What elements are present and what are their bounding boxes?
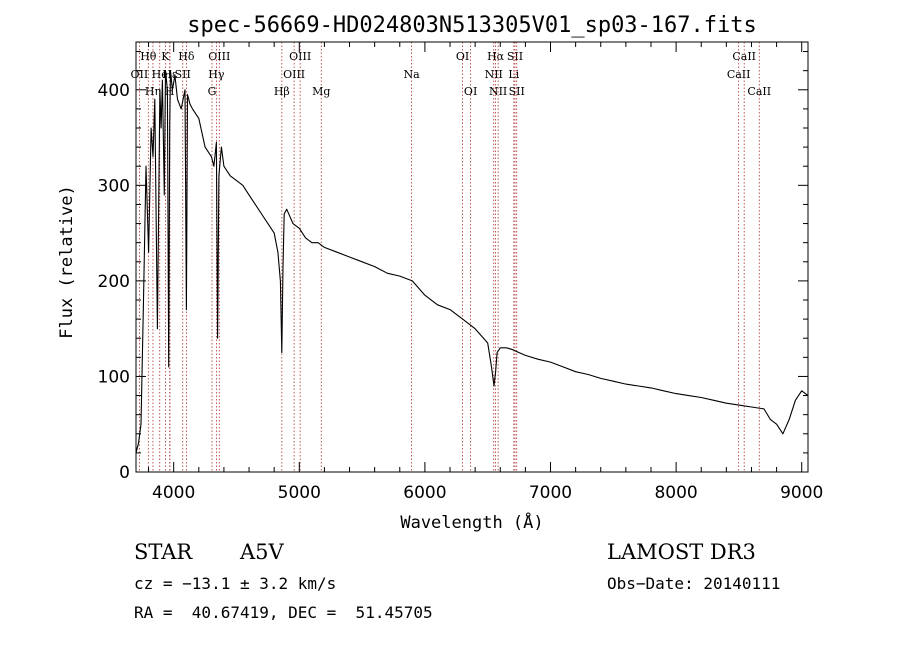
line-label-15: Mg: [312, 85, 330, 98]
line-label-7: Hδ: [178, 50, 195, 63]
chart-title: spec-56669-HD024803N513305V01_sp03-167.f…: [187, 13, 757, 38]
x-axis-label: Wavelength (Å): [400, 511, 543, 533]
observation-date: Obs−Date: 20140111: [607, 574, 781, 593]
line-label-20: NII: [485, 68, 503, 81]
x-axis: 4000 5000 6000 7000 8000 9000: [148, 42, 823, 503]
redshift-readout: cz = −13.1 ± 3.2 km/s: [134, 574, 337, 593]
line-label-12: Hβ: [274, 85, 290, 98]
line-label-17: OI: [456, 50, 469, 63]
line-label-13: OIII: [289, 50, 311, 63]
x-tick-label-3: 7000: [529, 483, 572, 503]
spectral-class: A5V: [240, 540, 284, 564]
line-label-25: CaII: [732, 50, 756, 63]
line-label-11: G: [208, 85, 217, 98]
line-label-23: Li: [508, 68, 519, 81]
line-label-3: He: [152, 68, 168, 81]
y-tick-label-1: 100: [98, 367, 130, 387]
spectrum-line: [135, 70, 809, 454]
x-tick-label-1: 5000: [278, 483, 321, 503]
line-label-27: CaII: [747, 85, 771, 98]
line-label-21: NII: [489, 85, 507, 98]
y-tick-label-2: 200: [98, 272, 130, 292]
line-label-26: CaII: [727, 68, 751, 81]
coordinates-readout: RA = 40.67419, DEC = 51.45705: [134, 603, 433, 622]
line-label-16: Na: [403, 68, 420, 81]
x-tick-label-5: 9000: [780, 483, 823, 503]
y-tick-label-4: 400: [98, 81, 130, 101]
line-label-22: SII: [507, 50, 523, 63]
y-tick-label-3: 300: [98, 176, 130, 196]
line-label-14: OIII: [283, 68, 305, 81]
line-label-18: OI: [464, 85, 477, 98]
y-tick-label-0: 0: [119, 463, 130, 483]
x-tick-label-4: 8000: [654, 483, 697, 503]
line-label-0: Hθ: [140, 50, 157, 63]
x-tick-label-0: 4000: [152, 483, 195, 503]
line-label-10: Hγ: [208, 68, 225, 81]
y-axis-label: Flux (relative): [57, 185, 77, 339]
y-axis: 0 100 200 300 400: [98, 51, 808, 483]
line-label-19: Hα: [487, 50, 505, 63]
line-markers: HθOIIHηHeKHHεHδSIIOIIIHγGHβOIIIOIIIMgNaO…: [131, 42, 771, 472]
line-label-1: OII: [131, 68, 149, 81]
line-label-8: SII: [175, 68, 191, 81]
line-label-9: OIII: [208, 50, 230, 63]
line-label-4: K: [161, 50, 170, 63]
survey-name: LAMOST DR3: [607, 540, 756, 564]
object-type: STAR: [134, 540, 193, 564]
plot-frame: [135, 41, 809, 473]
line-label-2: Hη: [145, 85, 161, 98]
spectrum-series: [135, 70, 809, 454]
line-label-24: SII: [509, 85, 525, 98]
x-tick-label-2: 6000: [403, 483, 446, 503]
